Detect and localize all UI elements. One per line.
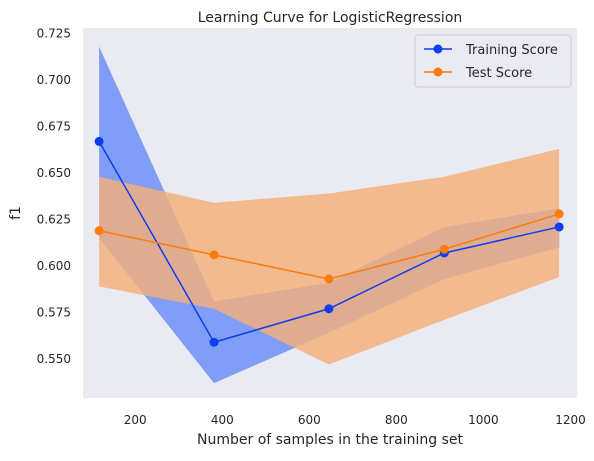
x-tick-label: 400 [211, 413, 234, 427]
legend: Training Score Test Score [414, 34, 572, 88]
y-tick-label: 0.650 [37, 166, 71, 180]
series-lines [94, 136, 564, 347]
data-point-test [324, 274, 334, 284]
y-tick-label: 0.550 [37, 352, 71, 366]
x-axis-label: Number of samples in the training set [197, 432, 464, 448]
y-tick-label: 0.700 [37, 73, 71, 87]
y-tick-label: 0.675 [37, 120, 71, 134]
legend-label-training: Training Score [465, 43, 558, 58]
legend-box [414, 34, 572, 88]
data-point-test [554, 209, 564, 219]
y-tick-label: 0.575 [37, 305, 71, 319]
data-point-training [94, 136, 104, 146]
data-point-training [209, 337, 219, 347]
data-point-training [554, 222, 564, 232]
x-tick-label: 1200 [555, 413, 586, 427]
y-axis-ticks: 0.550 0.575 0.600 0.625 0.650 0.675 0.700 0.725 [37, 27, 71, 366]
data-point-training [324, 304, 334, 314]
legend-label-test: Test Score [465, 66, 532, 81]
x-tick-label: 800 [385, 413, 408, 427]
y-tick-label: 0.600 [37, 259, 71, 273]
x-tick-label: 200 [124, 413, 147, 427]
x-tick-label: 600 [298, 413, 321, 427]
y-tick-label: 0.625 [37, 213, 71, 227]
chart-title: Learning Curve for LogisticRegression [198, 10, 463, 26]
legend-marker-training [433, 44, 443, 54]
data-point-test [209, 250, 219, 260]
y-tick-label: 0.725 [37, 27, 71, 41]
data-point-test [439, 244, 449, 254]
confidence-bands [99, 46, 560, 384]
y-axis-label: f1 [8, 206, 24, 220]
confidence-band-test [99, 148, 560, 365]
x-tick-label: 1000 [468, 413, 499, 427]
data-point-test [94, 226, 104, 236]
legend-marker-test [433, 67, 443, 77]
x-axis-ticks: 200 400 600 800 1000 1200 [124, 413, 586, 427]
